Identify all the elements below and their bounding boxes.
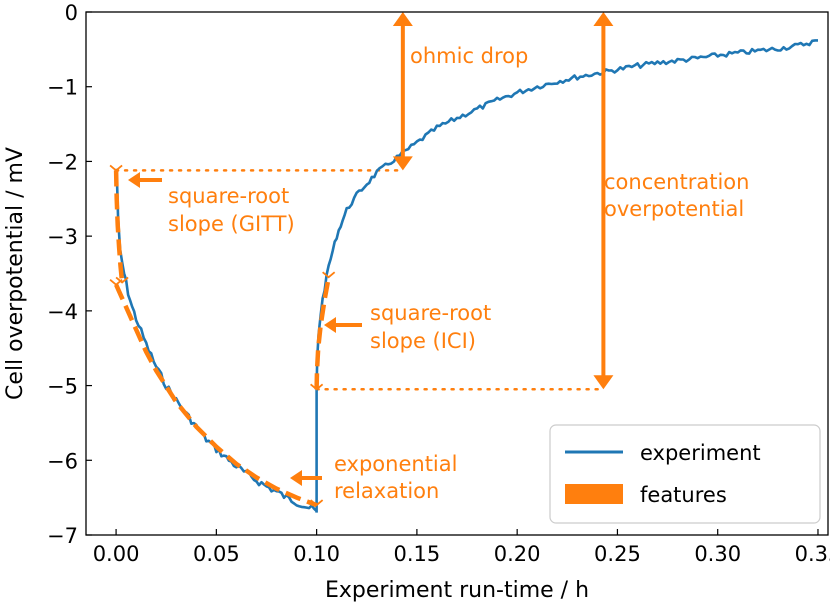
y-tick-label: −1 bbox=[47, 76, 78, 100]
annotation-exp-line: relaxation bbox=[334, 479, 439, 503]
plot-area bbox=[109, 12, 818, 513]
exp-arrow-head bbox=[290, 470, 302, 486]
feature-endpoint-marker bbox=[310, 383, 324, 391]
x-tick-label: 0.15 bbox=[394, 542, 441, 566]
annotations: ohmic drop concentration overpotential squa… bbox=[168, 44, 749, 503]
annotation-conc-line: concentration bbox=[604, 170, 749, 194]
x-axis-label: Experiment run-time / h bbox=[325, 578, 589, 603]
annotation-gitt-line: slope (GITT) bbox=[168, 212, 295, 236]
feature-endpoint-marker bbox=[109, 164, 123, 172]
concentration-arrow-arrowhead-top bbox=[593, 12, 614, 26]
x-tick-label: 0.10 bbox=[293, 542, 340, 566]
y-axis-label: Cell overpotential / mV bbox=[3, 147, 28, 400]
legend-box bbox=[549, 424, 821, 524]
x-tick-label: 0.25 bbox=[594, 542, 641, 566]
annotation-ici-line: square-root bbox=[370, 301, 491, 325]
legend-label-experiment: experiment bbox=[640, 441, 761, 465]
axis-ticks: 0.00 0.05 0.10 0.15 0.20 0.25 0.30 0.35 0 −1 −2 −3 −… bbox=[47, 1, 830, 566]
legend: experiment features bbox=[549, 424, 821, 524]
x-tick-label: 0.20 bbox=[494, 542, 541, 566]
plot-frame bbox=[85, 11, 829, 536]
legend-swatch-features bbox=[565, 484, 623, 504]
feature-endpoint-marker bbox=[109, 279, 123, 286]
legend-label-features: features bbox=[640, 483, 727, 507]
feature-endpoint-marker bbox=[115, 276, 129, 284]
annotation-ici-line: slope (ICI) bbox=[370, 329, 476, 353]
gitt-arrow-head bbox=[128, 172, 140, 188]
feature-endpoint-marker bbox=[310, 499, 324, 507]
x-tick-label: 0.35 bbox=[795, 542, 830, 566]
y-tick-label: −7 bbox=[47, 524, 78, 548]
annotation-conc-line: overpotential bbox=[604, 197, 744, 221]
features-line bbox=[114, 283, 318, 508]
annotation-exp-line: exponential bbox=[334, 452, 457, 476]
y-tick-label: 0 bbox=[65, 1, 78, 25]
x-tick-label: 0.00 bbox=[93, 542, 140, 566]
features-line bbox=[314, 276, 331, 390]
x-tick-label: 0.05 bbox=[193, 542, 240, 566]
y-tick-label: −6 bbox=[47, 449, 78, 473]
feature-endpoint-marker bbox=[322, 271, 336, 279]
y-tick-label: −5 bbox=[47, 375, 78, 399]
ohmic-drop-arrow-arrowhead-top bbox=[392, 12, 413, 26]
features-line bbox=[113, 170, 125, 283]
annotation-ohmic-line: ohmic drop bbox=[410, 44, 528, 68]
ohmic-drop-arrow-arrowhead-bottom bbox=[392, 156, 413, 171]
experiment-line bbox=[315, 39, 818, 513]
y-tick-label: −2 bbox=[47, 150, 78, 174]
annotation-gitt-line: square-root bbox=[168, 184, 289, 208]
ici-arrow-head bbox=[324, 317, 336, 333]
x-tick-label: 0.30 bbox=[694, 542, 741, 566]
y-tick-label: −4 bbox=[47, 300, 78, 324]
concentration-arrow-arrowhead-bottom bbox=[593, 375, 614, 390]
y-tick-label: −3 bbox=[47, 225, 78, 249]
